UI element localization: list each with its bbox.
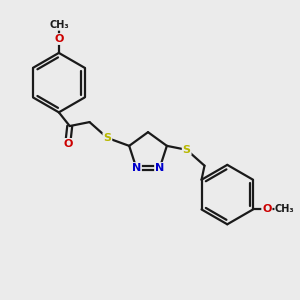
Text: CH₃: CH₃: [49, 20, 69, 30]
Text: O: O: [54, 34, 64, 44]
Text: CH₃: CH₃: [275, 204, 295, 214]
Text: N: N: [132, 163, 141, 173]
Text: S: S: [103, 133, 111, 143]
Text: O: O: [63, 139, 72, 149]
Text: O: O: [262, 204, 272, 214]
Text: N: N: [155, 163, 164, 173]
Text: S: S: [183, 145, 191, 155]
